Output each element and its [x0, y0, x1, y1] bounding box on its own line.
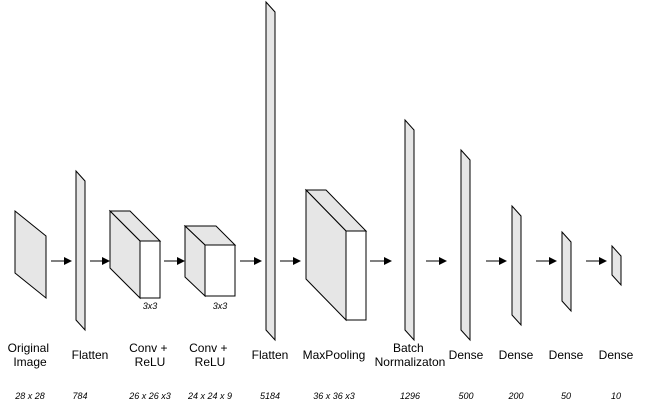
batch-normalization-shape — [404, 118, 415, 342]
original-image-shape — [14, 209, 47, 300]
dense-4-shape — [611, 244, 622, 287]
original-image-dim: 28 x 28 — [14, 391, 45, 401]
dense-1-dim: 500 — [458, 391, 473, 401]
dense-2-label: Dense — [499, 348, 534, 362]
conv-relu-2-dim: 24 x 24 x 9 — [187, 391, 232, 401]
dense-1-shape — [460, 148, 471, 342]
flatten-2-shape — [265, 0, 276, 342]
flatten-1-label: Flatten — [72, 348, 109, 362]
dense-1-label: Dense — [449, 348, 484, 362]
maxpooling-dim: 36 x 36 x3 — [313, 391, 355, 401]
flatten-2-label: Flatten — [252, 348, 289, 362]
conv-relu-2-label: Conv + ReLU — [189, 341, 231, 369]
flatten-1-dim: 784 — [72, 391, 87, 401]
conv-relu-2-kernel-label: 3x3 — [213, 301, 228, 311]
dense-4-dim: 10 — [611, 391, 621, 401]
batch-normalization-label: Batch Normalizaton — [375, 341, 446, 369]
conv-relu-2-block — [183, 224, 237, 298]
dense-3-dim: 50 — [561, 391, 571, 401]
dense-4-label: Dense — [599, 348, 634, 362]
conv-relu-1-kernel-label: 3x3 — [143, 301, 158, 311]
batch-normalization-dim: 1296 — [400, 391, 420, 401]
dense-2-dim: 200 — [507, 391, 523, 401]
flatten-1-shape — [75, 169, 86, 332]
maxpooling-block — [304, 188, 368, 322]
dense-3-label: Dense — [549, 348, 584, 362]
dense-3-shape — [561, 230, 572, 313]
conv-relu-1-block — [108, 209, 162, 300]
original-image-label: Original Image — [8, 341, 53, 369]
flatten-2-dim: 5184 — [260, 391, 280, 401]
conv-relu-1-label: Conv + ReLU — [129, 341, 171, 369]
dense-2-shape — [511, 204, 522, 327]
conv-relu-1-dim: 26 x 26 x3 — [128, 391, 171, 401]
maxpooling-label: MaxPooling — [303, 348, 366, 362]
